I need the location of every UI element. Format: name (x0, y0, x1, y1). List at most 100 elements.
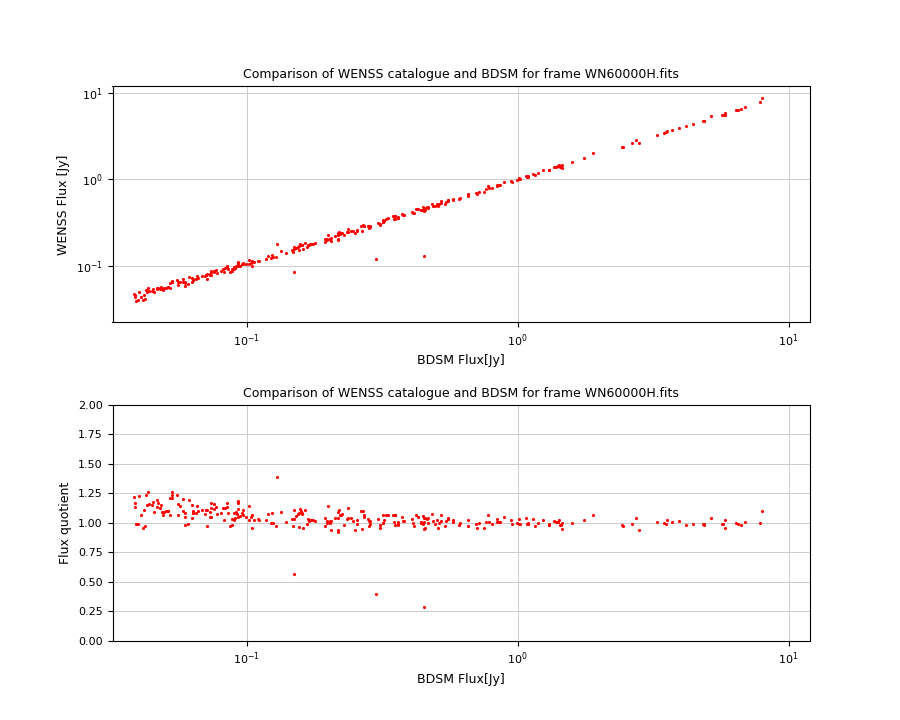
Point (520, 171, 535, 182)
Point (696, 115, 710, 127)
Point (323, 235, 338, 247)
Point (734, 104, 748, 115)
Point (300, 518, 314, 530)
Point (134, 291, 148, 302)
Point (230, 257, 245, 269)
Point (347, 524, 362, 536)
Point (217, 514, 231, 526)
Point (586, 510, 600, 521)
Point (149, 284, 164, 295)
Point (181, 279, 195, 290)
Point (230, 497, 245, 508)
Point (295, 508, 310, 520)
Point (252, 255, 266, 266)
Point (202, 511, 217, 523)
Point (417, 203, 431, 215)
Point (542, 520, 556, 531)
Point (406, 517, 420, 528)
Point (697, 115, 711, 127)
Point (428, 518, 442, 529)
Point (397, 516, 411, 527)
Point (376, 217, 391, 228)
Point (625, 518, 639, 530)
Point (484, 518, 499, 529)
Point (477, 186, 491, 198)
Point (469, 518, 483, 530)
Point (391, 518, 405, 529)
Point (320, 516, 334, 527)
Point (173, 276, 187, 288)
Point (551, 161, 565, 172)
Point (136, 523, 150, 534)
Point (531, 167, 545, 179)
Point (220, 261, 234, 273)
Point (190, 500, 204, 512)
Point (446, 194, 460, 205)
Point (650, 129, 664, 140)
Point (528, 520, 543, 531)
Point (491, 513, 505, 525)
Point (470, 523, 484, 534)
Point (216, 502, 230, 513)
Point (717, 514, 732, 526)
Point (518, 513, 533, 524)
Point (302, 515, 316, 526)
Point (357, 220, 372, 232)
Point (512, 172, 526, 184)
Point (158, 282, 173, 294)
Point (452, 519, 466, 531)
Point (388, 519, 402, 531)
Point (361, 220, 375, 232)
Point (446, 514, 461, 526)
Point (549, 516, 563, 528)
Point (190, 271, 204, 282)
Point (434, 197, 448, 209)
Point (481, 181, 495, 192)
Point (231, 495, 246, 507)
Point (318, 512, 332, 523)
Point (546, 515, 561, 526)
Point (244, 257, 258, 269)
Point (338, 230, 352, 241)
Point (331, 524, 346, 536)
Point (512, 513, 526, 525)
Point (492, 179, 507, 191)
Point (426, 515, 440, 526)
Point (434, 196, 448, 207)
Point (346, 225, 360, 237)
Point (363, 220, 377, 232)
Point (420, 201, 435, 212)
Point (361, 513, 375, 525)
Point (715, 109, 729, 120)
Point (657, 127, 671, 139)
Point (182, 495, 196, 506)
Point (171, 279, 185, 291)
Point (251, 255, 266, 266)
Point (220, 501, 234, 513)
Point (625, 138, 639, 149)
Point (176, 494, 191, 505)
Point (552, 160, 566, 171)
Point (696, 518, 710, 529)
Point (472, 518, 486, 529)
Point (140, 487, 155, 498)
Point (715, 518, 729, 530)
Point (386, 213, 400, 225)
Point (236, 504, 250, 516)
Point (334, 509, 348, 521)
Point (418, 522, 432, 534)
Point (369, 588, 383, 599)
Point (235, 508, 249, 519)
Point (165, 489, 179, 500)
Point (320, 517, 334, 528)
Point (160, 282, 175, 293)
Point (144, 499, 158, 510)
Point (421, 517, 436, 528)
Point (376, 217, 391, 228)
Point (680, 121, 694, 132)
Point (554, 519, 569, 531)
Point (371, 514, 385, 526)
Point (166, 276, 180, 288)
Point (414, 204, 428, 216)
Point (228, 513, 242, 524)
